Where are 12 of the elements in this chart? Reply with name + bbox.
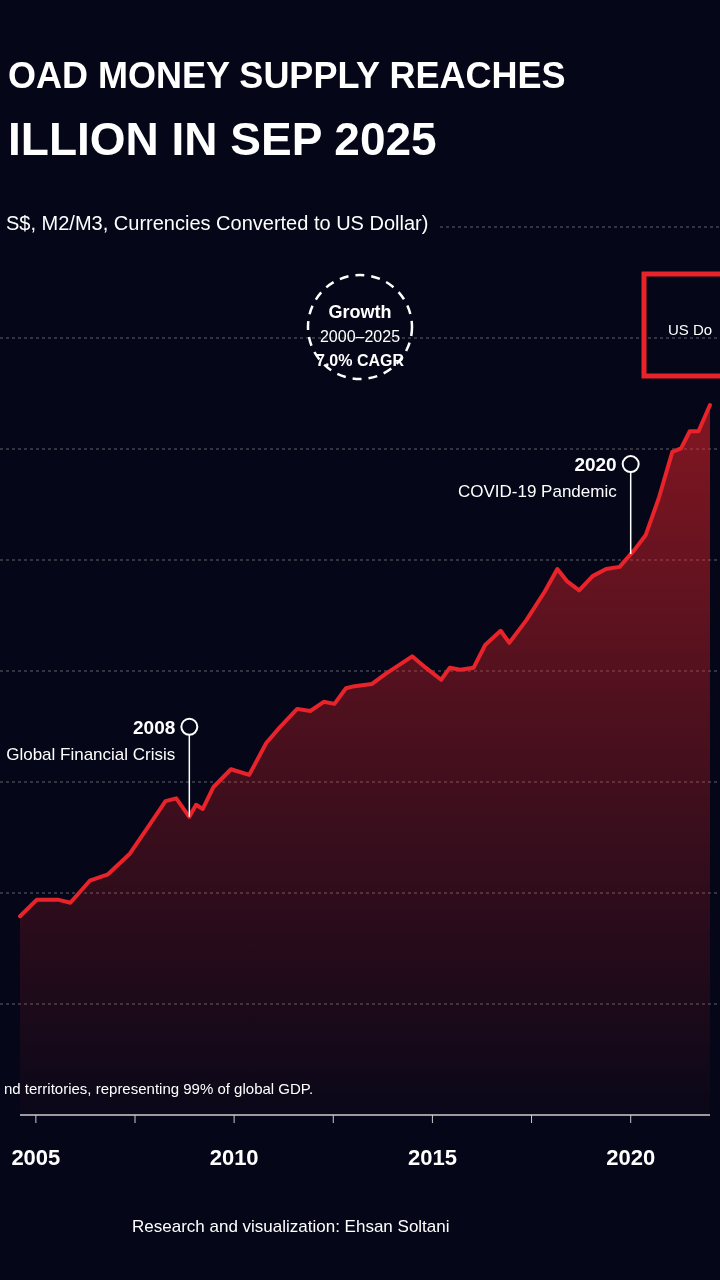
x-tick-label: 2020 bbox=[606, 1145, 656, 1170]
chart-subtitle: S$, M2/M3, Currencies Converted to US Dollar) bbox=[6, 212, 429, 234]
chart-title: OAD MONEY SUPPLY REACHES ILLION IN SEP 2025 bbox=[8, 55, 566, 165]
text: Research and visualization: Ehsan Soltani bbox=[132, 1217, 450, 1236]
annotation: 2008 Global Financial Crisis bbox=[6, 716, 176, 764]
x-tick-label: 2010 bbox=[209, 1145, 259, 1170]
text: Growth 2000–2025 7.0% CAGR bbox=[315, 302, 405, 369]
x-tick-label: 2005 bbox=[11, 1145, 61, 1170]
annotation: 2020 COVID-19 Pandemic bbox=[457, 454, 618, 502]
annotation: nd territories, representing 99% of global GDP. bbox=[4, 1080, 314, 1097]
x-tick-label: 2015 bbox=[407, 1145, 457, 1170]
text: US Do bbox=[668, 321, 713, 338]
